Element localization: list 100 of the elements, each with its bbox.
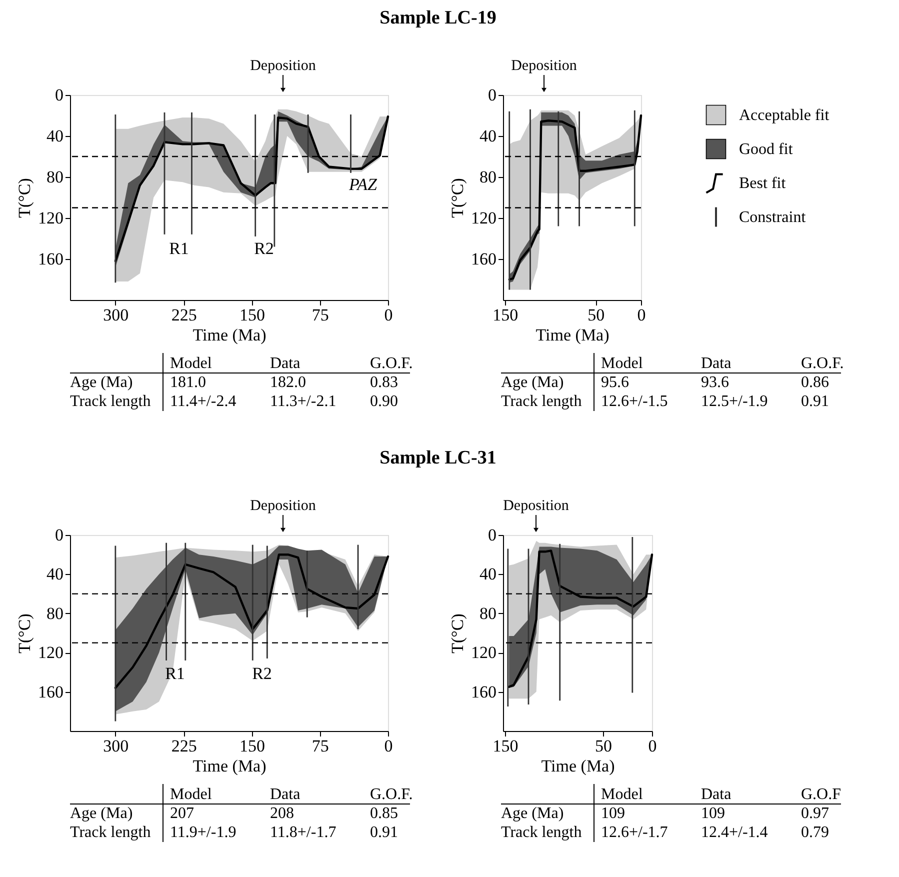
y-tick-label: 80	[46, 168, 64, 186]
text: 109	[601, 805, 625, 822]
x-tick-label: 150	[492, 736, 518, 756]
text: Model	[601, 355, 644, 372]
y-tick-label: 160	[471, 682, 496, 702]
text: Data	[270, 786, 300, 803]
text: Deposition	[250, 498, 316, 514]
x-tick-label: 0	[384, 306, 393, 324]
x-axis-title: Time (Ma)	[541, 756, 615, 776]
y-tick-label: 160	[471, 250, 496, 268]
x-axis-title: Time (Ma)	[192, 326, 266, 344]
text: Data	[270, 355, 300, 372]
text: 207	[170, 805, 194, 822]
text: 181.0	[170, 374, 206, 391]
x-tick-label: 50	[594, 736, 612, 756]
text: G.O.F	[801, 786, 842, 803]
text: 109	[701, 805, 725, 822]
text: 0.91	[370, 824, 398, 841]
text: 0.83	[370, 374, 398, 391]
annotation: R1	[169, 239, 189, 258]
text: Deposition	[503, 498, 570, 514]
legend-label: Acceptable fit	[739, 107, 830, 124]
text: 0.91	[801, 393, 829, 410]
x-tick-label: 50	[588, 306, 605, 324]
y-tick-label: 40	[46, 126, 64, 146]
y-tick-label: 0	[488, 86, 496, 104]
text: Age (Ma)	[501, 374, 564, 391]
text: Age (Ma)	[501, 805, 564, 822]
text: 12.4+/-1.4	[701, 824, 768, 841]
text: 11.3+/-2.1	[270, 393, 336, 410]
x-tick-label: 0	[637, 306, 646, 324]
x-tick-label: 225	[171, 736, 197, 756]
text: Model	[170, 786, 212, 803]
legend-label: Best fit	[739, 175, 786, 192]
y-tick-label: 120	[38, 643, 64, 662]
y-tick-label: 40	[480, 564, 496, 584]
text: 12.6+/-1.7	[601, 824, 668, 841]
text: 93.6	[701, 374, 729, 391]
text: 11.4+/-2.4	[170, 393, 236, 410]
x-tick-label: 0	[384, 736, 393, 756]
y-tick-label: 120	[38, 208, 64, 228]
x-axis-title: Time (Ma)	[192, 756, 266, 776]
text: Track length	[70, 824, 151, 841]
legend-label: Constraint	[739, 209, 806, 226]
text: 208	[270, 805, 294, 822]
y-tick-label: 0	[55, 86, 64, 104]
y-tick-label: 80	[480, 168, 496, 186]
y-tick-label: 120	[471, 208, 496, 228]
x-tick-label: 0	[648, 736, 657, 756]
text: Model	[170, 355, 212, 372]
x-tick-label: 150	[239, 306, 265, 324]
text: 0.86	[801, 374, 829, 391]
y-tick-label: 160	[38, 682, 64, 702]
text: 182.0	[270, 374, 306, 391]
y-axis-title: T(°C)	[448, 614, 467, 654]
text: 11.8+/-1.7	[270, 824, 336, 841]
text: Deposition	[250, 58, 316, 74]
legend-label: Good fit	[739, 141, 794, 158]
y-axis-title: T(°C)	[448, 178, 467, 218]
x-axis-title: Time (Ma)	[536, 326, 610, 344]
annotation: R1	[165, 664, 185, 683]
text: 95.6	[601, 374, 629, 391]
x-tick-label: 300	[103, 736, 129, 756]
text: 0.90	[370, 393, 398, 410]
text: 12.6+/-1.5	[601, 393, 668, 410]
text: Sample LC-31	[380, 448, 496, 468]
text: G.O.F.	[370, 786, 413, 803]
y-tick-label: 40	[46, 564, 64, 584]
x-tick-label: 225	[171, 306, 197, 324]
annotation: R2	[252, 664, 272, 683]
text: Data	[701, 786, 732, 803]
text: Track length	[501, 824, 582, 841]
annotation: R2	[254, 239, 274, 258]
text: 0.85	[370, 805, 398, 822]
annotation: PAZ	[348, 175, 378, 194]
text: Sample LC-19	[380, 8, 496, 28]
y-axis-title: T(°C)	[15, 178, 34, 218]
x-tick-label: 300	[103, 306, 129, 324]
x-tick-label: 75	[312, 306, 329, 324]
x-tick-label: 75	[312, 736, 329, 756]
text: Track length	[70, 393, 151, 410]
text: Model	[601, 786, 644, 803]
text: 0.79	[801, 824, 829, 841]
y-tick-label: 80	[480, 604, 496, 623]
y-tick-label: 80	[46, 604, 64, 623]
text: G.O.F.	[370, 355, 413, 372]
x-tick-label: 150	[239, 736, 265, 756]
y-tick-label: 160	[38, 250, 64, 268]
text: 11.9+/-1.9	[170, 824, 236, 841]
text: 12.5+/-1.9	[701, 393, 768, 410]
text: 0.97	[801, 805, 829, 822]
y-tick-label: 0	[488, 526, 496, 544]
text: Data	[701, 355, 732, 372]
text: Age (Ma)	[70, 805, 133, 822]
text: G.O.F.	[801, 355, 844, 372]
y-axis-title: T(°C)	[15, 614, 34, 654]
y-tick-label: 120	[471, 643, 496, 662]
text: Deposition	[511, 58, 578, 74]
x-tick-label: 150	[492, 306, 518, 324]
y-tick-label: 40	[480, 126, 496, 146]
